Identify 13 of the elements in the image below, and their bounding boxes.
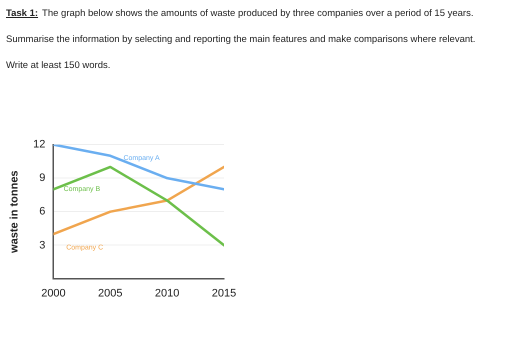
text: The graph below shows the amounts of waste produced by three companies over a period of 15 years.	[42, 8, 474, 19]
x-tick-label: 2005	[98, 287, 123, 300]
y-tick-label: 12	[33, 138, 46, 151]
x-tick-label: 2015	[212, 287, 236, 300]
y-axis-title: waste in tonnes	[8, 170, 21, 254]
y-tick-label: 6	[39, 206, 46, 218]
text: Write at least 150 words.	[6, 59, 112, 73]
x-tick-label: 2010	[154, 287, 180, 300]
chart-title: Task 1:	[6, 8, 38, 19]
y-tick-label: 3	[39, 239, 46, 252]
y-tick-label: 9	[39, 172, 46, 184]
x-tick-label: 2000	[41, 287, 66, 300]
text: Summarise the information by selecting and reporting the main features and make comparisons where relevant.	[6, 33, 476, 47]
